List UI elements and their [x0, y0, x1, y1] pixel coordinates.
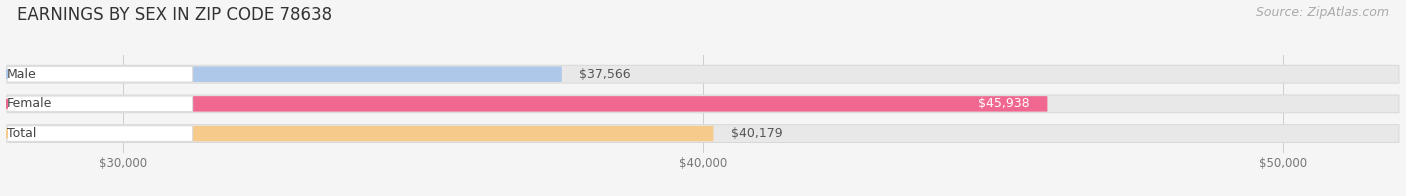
Text: $37,566: $37,566: [579, 68, 631, 81]
Text: Source: ZipAtlas.com: Source: ZipAtlas.com: [1256, 6, 1389, 19]
FancyBboxPatch shape: [7, 126, 713, 141]
Text: $45,938: $45,938: [979, 97, 1031, 110]
Text: Female: Female: [7, 97, 52, 110]
Text: Male: Male: [7, 68, 37, 81]
Text: $40,179: $40,179: [731, 127, 782, 140]
Text: Total: Total: [7, 127, 37, 140]
FancyBboxPatch shape: [7, 65, 1399, 83]
FancyBboxPatch shape: [7, 66, 562, 82]
FancyBboxPatch shape: [7, 95, 1399, 113]
FancyBboxPatch shape: [7, 125, 1399, 142]
FancyBboxPatch shape: [7, 96, 193, 112]
FancyBboxPatch shape: [7, 66, 193, 82]
FancyBboxPatch shape: [7, 126, 193, 142]
Text: EARNINGS BY SEX IN ZIP CODE 78638: EARNINGS BY SEX IN ZIP CODE 78638: [17, 6, 332, 24]
FancyBboxPatch shape: [7, 96, 1047, 112]
